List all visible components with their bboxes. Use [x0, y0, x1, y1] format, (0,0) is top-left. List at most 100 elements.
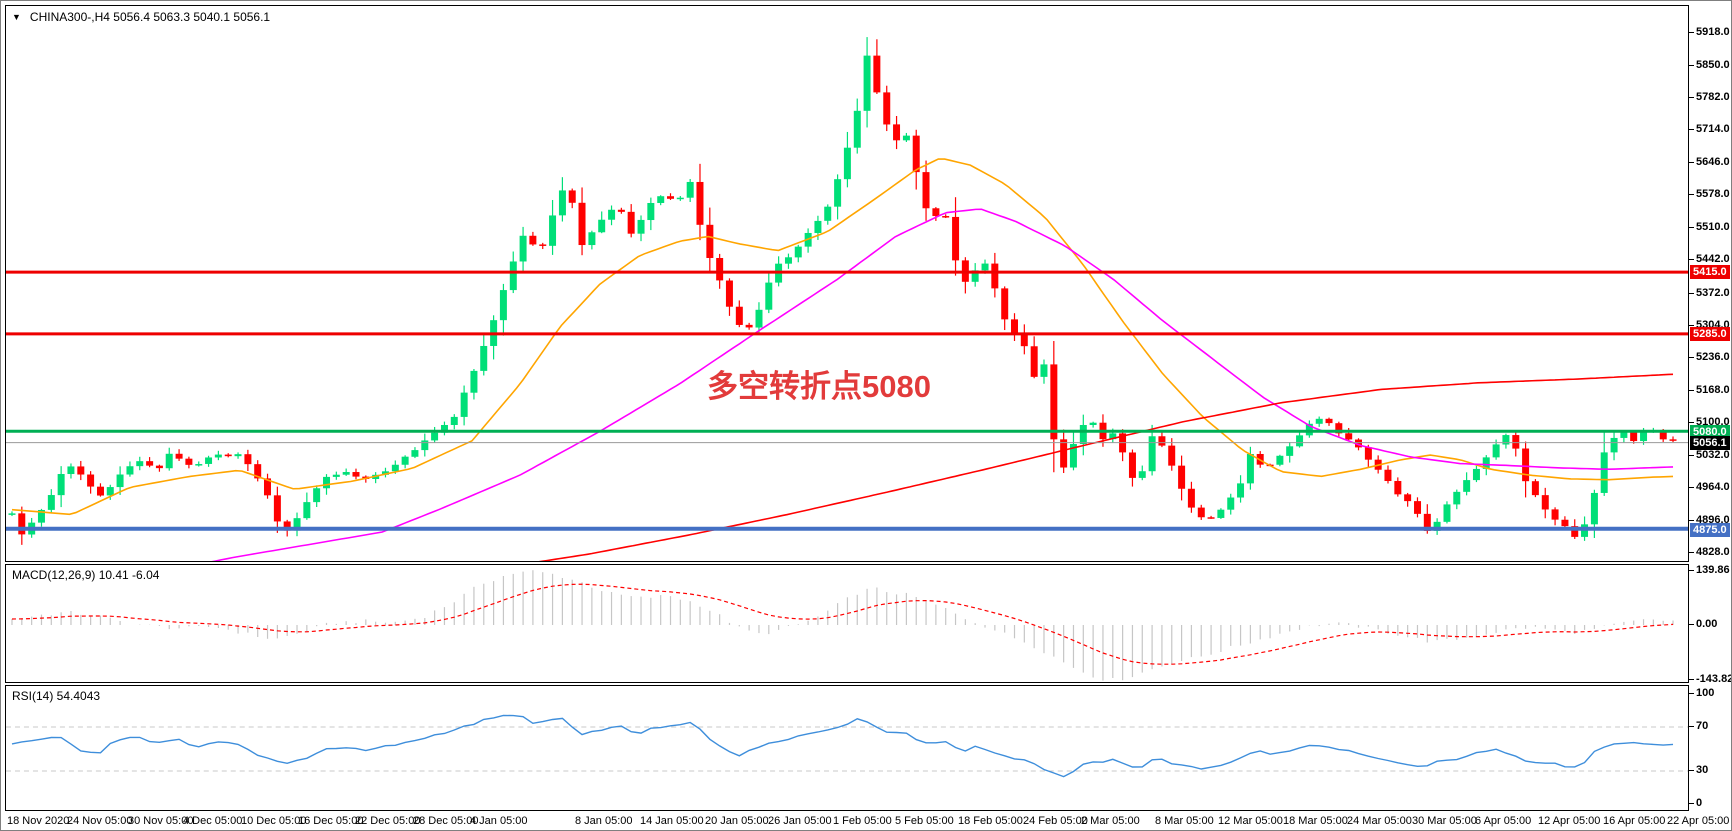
horizontal-level-lines [6, 270, 1688, 531]
scale-label: 139.86 [1696, 564, 1730, 576]
scale-label: 0.00 [1696, 618, 1718, 630]
time-tick-label: 30 Mar 05:00 [1412, 815, 1477, 827]
time-tick-label: 22 Apr 05:00 [1667, 815, 1730, 827]
macd-canvas[interactable] [6, 565, 1688, 682]
scale-label: -143.82 [1696, 673, 1732, 685]
time-tick-label: 4 Jan 05:00 [470, 815, 528, 827]
scale-tickmark [1689, 325, 1694, 326]
scale-label: 5782.0 [1696, 91, 1730, 103]
scale-tickmark [1689, 693, 1694, 694]
time-tick-label: 6 Apr 05:00 [1475, 815, 1532, 827]
scale-label: 5236.0 [1696, 351, 1730, 363]
ma-fast-orange [11, 158, 1674, 516]
scale-tickmark [1689, 357, 1694, 358]
scale-tickmark [1689, 803, 1694, 804]
scale-tickmark [1689, 97, 1694, 98]
rsi-canvas[interactable] [6, 686, 1688, 810]
scale-tickmark [1689, 726, 1694, 727]
time-tick-label: 18 Nov 2020 [7, 815, 70, 827]
symbol-ohlc-label: CHINA300-,H4 5056.4 5063.3 5040.1 5056.1 [29, 10, 271, 24]
scale-label: 30 [1696, 764, 1709, 776]
scale-tickmark [1689, 455, 1694, 456]
time-tick-label: 8 Mar 05:00 [1155, 815, 1214, 827]
time-tick-label: 22 Dec 05:00 [355, 815, 421, 827]
scale-tickmark [1689, 129, 1694, 130]
scale-tickmark [1689, 65, 1694, 66]
scale-label: 0 [1696, 797, 1703, 809]
symbol-dropdown-icon[interactable]: ▼ [12, 12, 21, 22]
scale-tickmark [1689, 552, 1694, 553]
main-chart-panel: ▼ CHINA300-,H4 5056.4 5063.3 5040.1 5056… [5, 5, 1689, 562]
scale-label: 5918.0 [1696, 26, 1730, 38]
scale-tickmark [1689, 293, 1694, 294]
rsi-label: RSI(14) 54.4043 [12, 689, 101, 703]
scale-label: 100 [1696, 687, 1715, 699]
time-tick-label: 8 Jan 05:00 [575, 815, 633, 827]
price-badge: 5080.0 [1690, 425, 1730, 439]
scale-tickmark [1689, 520, 1694, 521]
time-tick-label: 24 Mar 05:00 [1347, 815, 1412, 827]
macd-panel: MACD(12,26,9) 10.41 -6.04 [5, 564, 1689, 683]
scale-tickmark [1689, 570, 1694, 571]
time-tick-label: 16 Apr 05:00 [1603, 815, 1666, 827]
scale-tickmark [1689, 487, 1694, 488]
price-badge: 5056.1 [1690, 436, 1730, 450]
scale-label: 4828.0 [1696, 546, 1730, 558]
time-axis[interactable]: 18 Nov 2020 24 Nov 05:00 30 Nov 05:00 4 Dec… [5, 813, 1731, 830]
scale-label: 5032.0 [1696, 449, 1730, 461]
scale-label: 5578.0 [1696, 188, 1730, 200]
scale-tickmark [1689, 624, 1694, 625]
price-scale[interactable]: 5918.0 5850.0 5782.0 5714.0 5646.0 5578.0 5510… [1689, 1, 1732, 830]
scale-tickmark [1689, 390, 1694, 391]
scale-label: 5850.0 [1696, 59, 1730, 71]
scale-tickmark [1689, 422, 1694, 423]
annotation-text: 多空转折点5080 [707, 369, 931, 404]
time-tick-label: 30 Nov 05:00 [128, 815, 194, 827]
time-tick-label: 5 Feb 05:00 [895, 815, 954, 827]
scale-label: 5714.0 [1696, 123, 1730, 135]
rsi-line [11, 714, 1674, 778]
scale-label: 4964.0 [1696, 481, 1730, 493]
scale-label: 5442.0 [1696, 253, 1730, 265]
time-tick-label: 26 Jan 05:00 [768, 815, 832, 827]
macd-signal-line [11, 583, 1674, 665]
time-tick-label: 4 Dec 05:00 [183, 815, 243, 827]
time-tick-label: 12 Apr 05:00 [1538, 815, 1601, 827]
time-tick-label: 12 Mar 05:00 [1218, 815, 1283, 827]
scale-label: 5372.0 [1696, 287, 1730, 299]
price-badge: 5415.0 [1690, 265, 1730, 279]
scale-tickmark [1689, 770, 1694, 771]
scale-tickmark [1689, 194, 1694, 195]
time-tick-label: 24 Nov 05:00 [67, 815, 133, 827]
time-tick-label: 14 Jan 05:00 [640, 815, 704, 827]
scale-tickmark [1689, 679, 1694, 680]
time-tick-label: 28 Dec 05:00 [413, 815, 479, 827]
scale-tickmark [1689, 259, 1694, 260]
time-tick-label: 20 Jan 05:00 [705, 815, 769, 827]
scale-tickmark [1689, 162, 1694, 163]
price-badge: 4875.0 [1690, 523, 1730, 537]
scale-label: 5510.0 [1696, 221, 1730, 233]
scale-label: 5168.0 [1696, 384, 1730, 396]
price-badge: 5285.0 [1690, 327, 1730, 341]
scale-tickmark [1689, 227, 1694, 228]
time-tick-label: 16 Dec 05:00 [298, 815, 364, 827]
time-tick-label: 24 Feb 05:00 [1023, 815, 1088, 827]
ma-slow-red [538, 373, 1674, 561]
time-tick-label: 18 Feb 05:00 [958, 815, 1023, 827]
macd-label: MACD(12,26,9) 10.41 -6.04 [12, 568, 160, 582]
chart-header: ▼ CHINA300-,H4 5056.4 5063.3 5040.1 5056… [12, 10, 270, 24]
time-tick-label: 1 Feb 05:00 [833, 815, 892, 827]
macd-histogram [11, 570, 1674, 681]
time-tick-label: 18 Mar 05:00 [1283, 815, 1348, 827]
ma-mid-magenta [211, 208, 1674, 561]
price-chart-canvas[interactable] [6, 6, 1688, 561]
candles-series [8, 37, 1677, 545]
time-tick-label: 2 Mar 05:00 [1081, 815, 1140, 827]
scale-label: 70 [1696, 720, 1709, 732]
time-tick-label: 10 Dec 05:00 [241, 815, 307, 827]
scale-tickmark [1689, 32, 1694, 33]
scale-label: 5646.0 [1696, 156, 1730, 168]
rsi-panel: RSI(14) 54.4043 [5, 685, 1689, 811]
